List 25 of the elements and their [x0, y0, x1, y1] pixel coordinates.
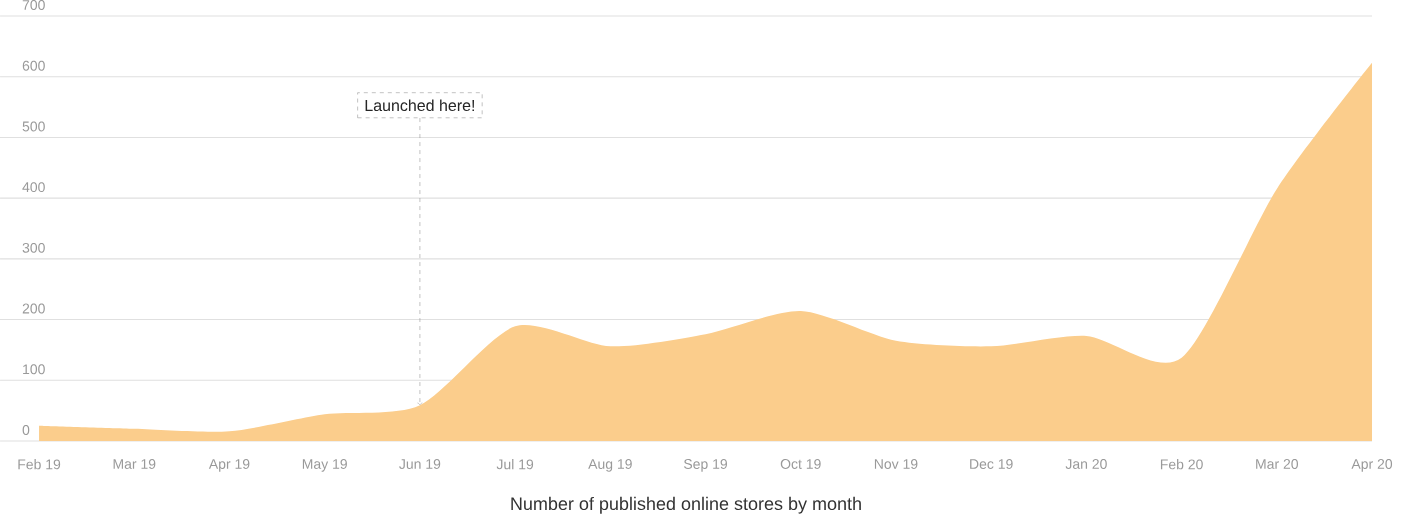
x-tick-label: Dec 19: [970, 459, 1013, 469]
x-tick-label: Jun 19: [399, 459, 441, 469]
x-tick-label: Apr 19: [208, 459, 250, 472]
x-tick-label: Nov 19: [874, 459, 918, 469]
y-tick-label: 700: [22, 0, 45, 10]
x-axis-title: Number of published online stores by month: [511, 496, 861, 514]
x-tick-label: Mar 20: [1256, 459, 1299, 469]
y-tick-label: 600: [22, 60, 45, 71]
annotation: Launched here!: [365, 99, 474, 112]
x-tick-label: Feb 19: [18, 459, 61, 470]
y-tick-label: 300: [22, 242, 45, 253]
x-tick-label: Oct 19: [780, 459, 821, 469]
y-tick-label: 400: [22, 182, 45, 193]
y-tick-label: 200: [22, 303, 45, 314]
x-tick-label: May 19: [302, 459, 347, 472]
x-tick-label: Mar 19: [113, 459, 156, 469]
y-tick-label: 500: [22, 121, 45, 132]
x-tick-label: Jul 19: [496, 459, 534, 470]
x-tick-label: Apr 20: [1351, 459, 1393, 472]
y-tick-label: 0: [22, 425, 30, 435]
x-tick-label: Aug 19: [588, 459, 632, 472]
y-tick-label: 100: [23, 364, 45, 375]
x-tick-label: Sep 19: [683, 459, 728, 472]
x-tick-label: Feb 20: [1160, 459, 1203, 470]
x-tick-label: Jan 20: [1065, 459, 1107, 469]
